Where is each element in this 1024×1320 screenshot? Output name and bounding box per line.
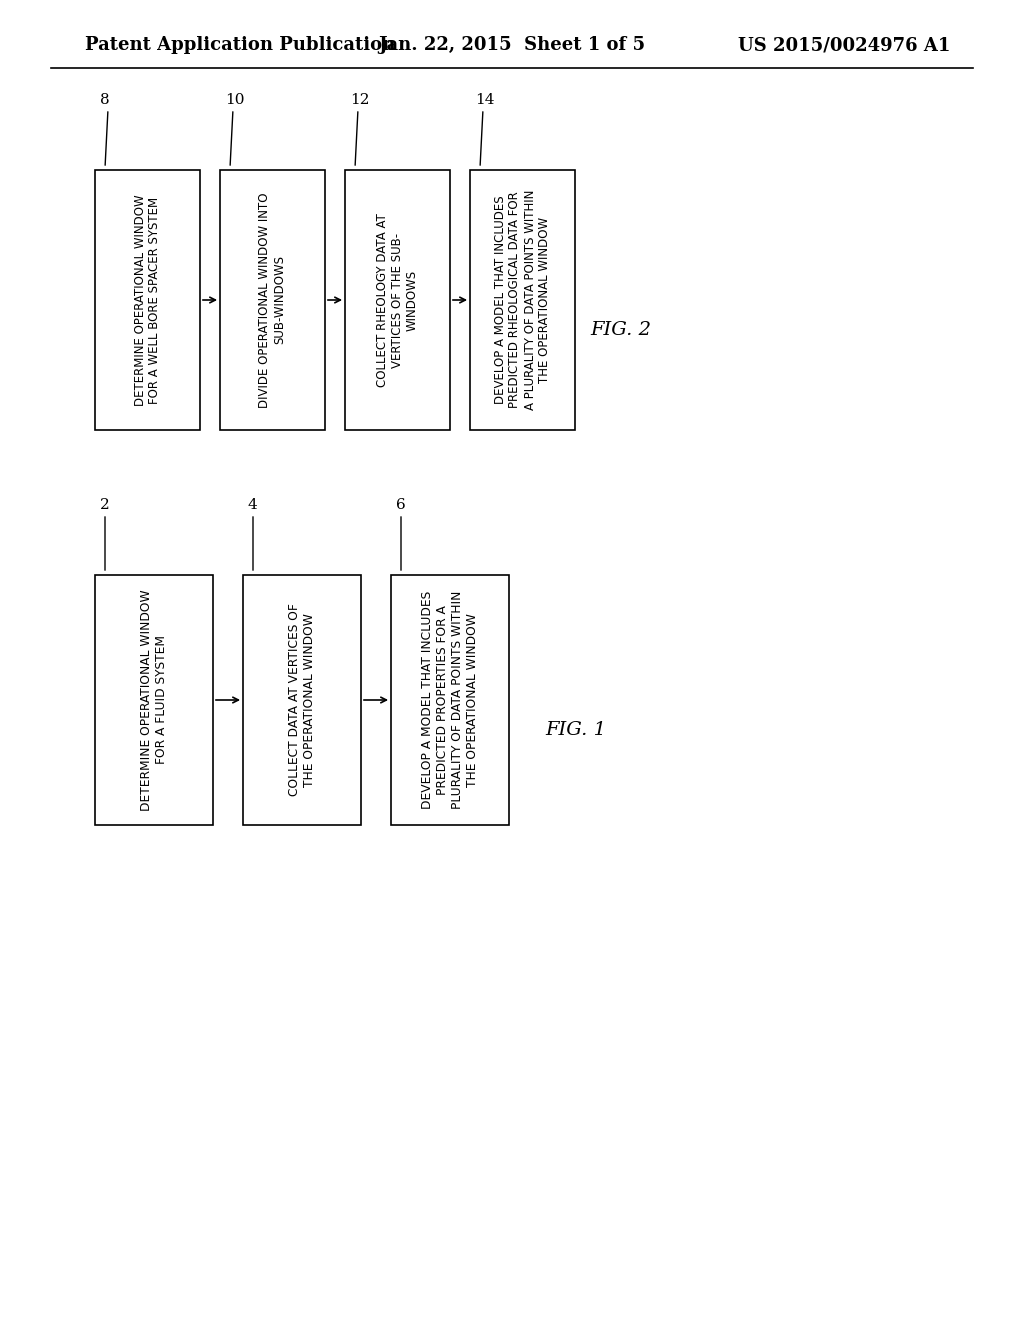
FancyBboxPatch shape xyxy=(220,170,325,430)
Text: 6: 6 xyxy=(396,498,406,512)
FancyBboxPatch shape xyxy=(345,170,450,430)
Text: DETERMINE OPERATIONAL WINDOW
FOR A WELL BORE SPACER SYSTEM: DETERMINE OPERATIONAL WINDOW FOR A WELL … xyxy=(133,194,162,405)
Text: DEVELOP A MODEL THAT INCLUDES
PREDICTED PROPERTIES FOR A
PLURALITY OF DATA POINT: DEVELOP A MODEL THAT INCLUDES PREDICTED … xyxy=(421,591,479,809)
Text: 2: 2 xyxy=(100,498,110,512)
Text: Jan. 22, 2015  Sheet 1 of 5: Jan. 22, 2015 Sheet 1 of 5 xyxy=(379,36,645,54)
Text: DIVIDE OPERATIONAL WINDOW INTO
SUB-WINDOWS: DIVIDE OPERATIONAL WINDOW INTO SUB-WINDO… xyxy=(258,193,287,408)
Text: DEVELOP A MODEL THAT INCLUDES
PREDICTED RHEOLOGICAL DATA FOR
A PLURALITY OF DATA: DEVELOP A MODEL THAT INCLUDES PREDICTED … xyxy=(494,190,552,411)
Text: 8: 8 xyxy=(100,92,110,107)
FancyBboxPatch shape xyxy=(243,576,361,825)
FancyBboxPatch shape xyxy=(95,170,200,430)
Text: Patent Application Publication: Patent Application Publication xyxy=(85,36,395,54)
Text: FIG. 2: FIG. 2 xyxy=(590,321,651,339)
FancyBboxPatch shape xyxy=(95,576,213,825)
FancyBboxPatch shape xyxy=(391,576,509,825)
Text: FIG. 1: FIG. 1 xyxy=(545,721,606,739)
FancyBboxPatch shape xyxy=(470,170,575,430)
Text: 10: 10 xyxy=(225,92,245,107)
Text: 12: 12 xyxy=(350,92,370,107)
Text: COLLECT RHEOLOGY DATA AT
VERTICES OF THE SUB-
WINDOWS: COLLECT RHEOLOGY DATA AT VERTICES OF THE… xyxy=(376,213,419,387)
Text: DETERMINE OPERATIONAL WINDOW
FOR A FLUID SYSTEM: DETERMINE OPERATIONAL WINDOW FOR A FLUID… xyxy=(140,589,168,810)
Text: 14: 14 xyxy=(475,92,495,107)
Text: 4: 4 xyxy=(248,498,258,512)
Text: COLLECT DATA AT VERTICES OF
THE OPERATIONAL WINDOW: COLLECT DATA AT VERTICES OF THE OPERATIO… xyxy=(288,603,316,796)
Text: US 2015/0024976 A1: US 2015/0024976 A1 xyxy=(737,36,950,54)
